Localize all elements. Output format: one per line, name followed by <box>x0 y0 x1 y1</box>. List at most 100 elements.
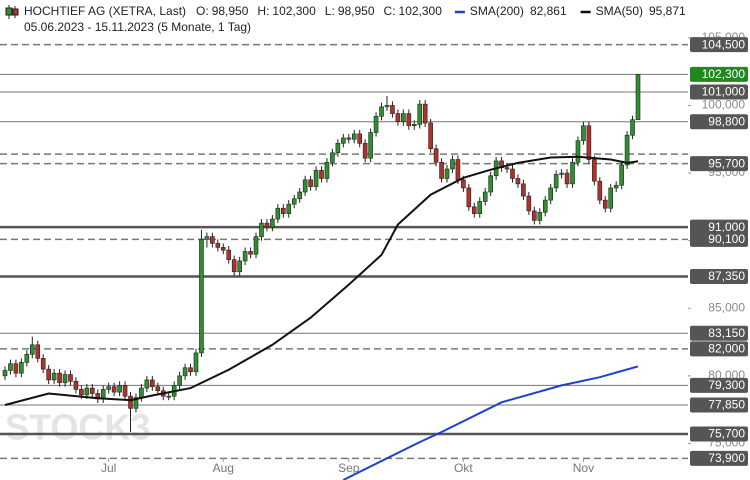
candle-body <box>504 167 510 170</box>
subtitle: 05.06.2023 - 15.11.2023 (5 Monate, 1 Tag… <box>24 20 251 34</box>
candle-body <box>24 353 30 363</box>
level-label: 101,000 <box>702 85 746 99</box>
last-price-label: 102,300 <box>702 67 746 81</box>
candle-body <box>564 172 570 185</box>
ohlc-value: 98,950 <box>338 4 375 18</box>
last-price-box <box>690 66 748 82</box>
candle-body <box>619 164 624 186</box>
level-label: 95,700 <box>708 156 745 170</box>
x-tick-label: Aug <box>213 461 234 475</box>
candle-body <box>542 199 548 213</box>
header-bg <box>0 0 680 40</box>
candle-body <box>592 159 597 182</box>
ohlc-value: 102,300 <box>399 4 443 18</box>
level-label-box <box>690 341 748 357</box>
level-label-box <box>690 377 748 393</box>
candle-body <box>210 236 215 244</box>
candle-body <box>515 178 521 185</box>
candle-body <box>428 122 433 150</box>
level-label: 73,900 <box>708 451 745 465</box>
candle-body <box>466 187 472 208</box>
legend-icon <box>12 8 19 16</box>
candle-body <box>635 74 641 120</box>
candle-body <box>521 183 526 197</box>
candle-body <box>111 386 117 393</box>
candle-body <box>608 187 614 209</box>
candle-body <box>90 387 95 394</box>
candle-body <box>281 207 286 214</box>
candle-body <box>275 207 281 220</box>
level-label-box <box>690 325 748 341</box>
candle-body <box>570 161 575 185</box>
candle-body <box>253 236 259 255</box>
candle-body <box>155 386 161 392</box>
candle-body <box>193 352 199 373</box>
candle-body <box>68 374 73 382</box>
level-label: 91,000 <box>708 220 745 234</box>
ohlc-name: C: <box>384 4 396 18</box>
candle-body <box>2 370 8 377</box>
candle-body <box>559 172 564 175</box>
candle-body <box>177 375 182 386</box>
candle-body <box>439 161 444 179</box>
candle-body <box>548 187 553 201</box>
ohlc-value: 98,950 <box>212 4 249 18</box>
legend-icon <box>5 7 13 16</box>
sma-line <box>4 155 639 406</box>
candle-body <box>57 372 62 383</box>
legend-value: 95,871 <box>649 4 686 18</box>
candle-body <box>199 239 204 354</box>
candle-body <box>417 103 423 125</box>
candle-body <box>450 159 455 170</box>
ohlc-value: 102,300 <box>272 4 316 18</box>
candle-body <box>286 203 292 214</box>
candle-body <box>19 362 24 374</box>
candle-body <box>586 125 592 160</box>
y-tick-label: 100,000 <box>702 98 746 112</box>
candle-body <box>13 363 19 374</box>
candle-body <box>29 344 35 355</box>
candle-body <box>62 374 68 383</box>
candle-body <box>581 125 586 141</box>
candle-body <box>259 222 264 237</box>
level-label: 77,850 <box>708 398 745 412</box>
level-label-box <box>690 426 748 442</box>
level-label-box <box>690 269 748 285</box>
candle-body <box>313 170 319 187</box>
candle-body <box>335 143 341 154</box>
level-label-box <box>690 114 748 130</box>
candle-body <box>51 372 57 381</box>
candle-body <box>390 105 395 114</box>
y-tick-label: 85,000 <box>708 300 745 314</box>
candle-body <box>242 251 248 262</box>
candle-body <box>8 363 13 371</box>
candle-body <box>406 113 412 127</box>
level-label: 83,150 <box>708 326 745 340</box>
candle-body <box>117 385 122 393</box>
level-label-box <box>690 37 748 53</box>
candle-body <box>139 387 144 398</box>
level-label: 87,350 <box>708 269 745 283</box>
candle-body <box>231 259 237 273</box>
candle-body <box>215 243 221 248</box>
candle-body <box>188 367 193 373</box>
candle-body <box>346 137 352 140</box>
candle-body <box>477 201 483 214</box>
level-label-box <box>690 397 748 413</box>
candle-body <box>330 152 335 163</box>
candle-body <box>237 260 242 273</box>
candle-body <box>79 389 84 396</box>
level-label-box <box>690 231 748 247</box>
candle-body <box>482 191 488 202</box>
level-label-box <box>690 156 748 172</box>
candle-body <box>537 211 543 221</box>
candle-body <box>384 105 390 108</box>
candle-body <box>302 179 308 193</box>
candle-body <box>291 198 297 205</box>
candle-body <box>182 367 188 377</box>
candle-body <box>602 199 608 209</box>
level-label: 75,700 <box>708 427 745 441</box>
x-tick-label: Sep <box>338 461 360 475</box>
candle-body <box>455 159 461 181</box>
